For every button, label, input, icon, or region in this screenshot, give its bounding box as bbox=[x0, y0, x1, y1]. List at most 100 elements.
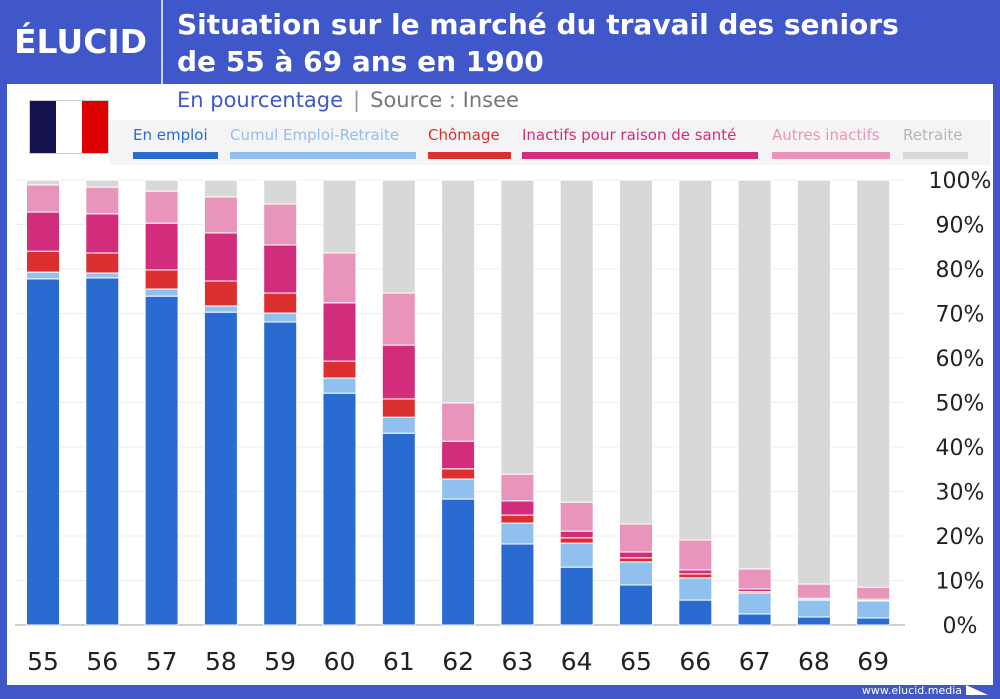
bar-segment bbox=[263, 244, 298, 294]
bar-segment bbox=[26, 179, 60, 186]
bar-segment bbox=[619, 561, 653, 586]
bar-segment bbox=[381, 292, 416, 346]
bar-segment bbox=[144, 269, 179, 290]
bar-segment bbox=[263, 321, 298, 626]
bar-segment bbox=[85, 272, 120, 279]
title-line-1: Situation sur le marché du travail des s… bbox=[177, 8, 899, 41]
bar-segment bbox=[856, 179, 891, 588]
bar-segment bbox=[441, 468, 476, 480]
bar-segment bbox=[322, 302, 357, 362]
bar-segment bbox=[322, 392, 357, 626]
bar-segment bbox=[203, 280, 238, 307]
subtitle-unit: En pourcentage bbox=[177, 88, 344, 112]
legend-label: Chômage bbox=[428, 126, 500, 144]
bar-segment bbox=[441, 478, 476, 500]
x-tick-label: 63 bbox=[501, 647, 533, 676]
bar-segment bbox=[203, 232, 238, 282]
bar-segment bbox=[559, 501, 594, 532]
legend-label: En emploi bbox=[133, 126, 208, 144]
bar-segment bbox=[678, 179, 713, 541]
bar-segment bbox=[737, 613, 772, 626]
bar-segment bbox=[500, 500, 535, 516]
bar-segment bbox=[559, 530, 594, 539]
bar-segment bbox=[678, 577, 713, 601]
bar-segment bbox=[203, 196, 238, 234]
bar-segment bbox=[203, 311, 238, 626]
bar-segment bbox=[85, 179, 120, 188]
bar-segment bbox=[619, 557, 653, 563]
x-tick-label: 57 bbox=[146, 647, 178, 676]
bar-segment bbox=[381, 416, 416, 434]
x-tick-label: 66 bbox=[679, 647, 711, 676]
bar-segment bbox=[26, 184, 60, 213]
footer-url: www.elucid.media bbox=[861, 684, 962, 697]
bar-segment bbox=[856, 586, 891, 600]
legend-item: Autres inactifs bbox=[772, 126, 890, 159]
legend: En emploi Cumul Emploi-Retraite Chômage Ina… bbox=[110, 120, 990, 165]
header-divider bbox=[161, 0, 163, 84]
bar-segment bbox=[796, 583, 831, 599]
legend-item: Chômage bbox=[428, 126, 511, 159]
y-tick-label: 80% bbox=[936, 258, 985, 283]
bar-segment bbox=[322, 377, 357, 394]
bar-segment bbox=[85, 186, 120, 215]
x-tick-label: 58 bbox=[205, 647, 237, 676]
x-tick-label: 56 bbox=[86, 647, 118, 676]
bar-segment bbox=[381, 432, 416, 626]
x-tick-label: 67 bbox=[739, 647, 771, 676]
x-tick-label: 68 bbox=[798, 647, 830, 676]
legend-swatch bbox=[230, 152, 416, 159]
bar-segment bbox=[559, 179, 594, 503]
y-tick-label: 30% bbox=[936, 481, 985, 506]
bar-segment bbox=[678, 599, 713, 626]
x-tick-label: 60 bbox=[324, 647, 356, 676]
bar-segment bbox=[559, 566, 594, 626]
bar-segment bbox=[678, 539, 713, 571]
x-tick-label: 64 bbox=[561, 647, 593, 676]
x-tick-label: 59 bbox=[264, 647, 296, 676]
legend-swatch bbox=[133, 152, 218, 159]
bar-segment bbox=[796, 599, 831, 618]
bar-segment bbox=[441, 498, 476, 626]
france-flag-icon bbox=[29, 100, 109, 154]
legend-label: Autres inactifs bbox=[772, 126, 880, 144]
bar-segment bbox=[26, 271, 60, 280]
bar-segment bbox=[796, 179, 831, 585]
bar-segment bbox=[85, 277, 120, 626]
bar-segment bbox=[619, 551, 653, 559]
bar-segment bbox=[26, 250, 60, 273]
elucid-flag-icon bbox=[966, 685, 988, 695]
bar-segment bbox=[381, 398, 416, 418]
bar-segment bbox=[144, 190, 179, 224]
bar-segment bbox=[500, 514, 535, 524]
x-tick-label: 69 bbox=[857, 647, 889, 676]
legend-swatch bbox=[903, 152, 968, 159]
legend-label: Inactifs pour raison de santé bbox=[522, 126, 737, 144]
bar-segment bbox=[26, 211, 60, 252]
y-tick-label: 50% bbox=[936, 392, 985, 417]
bar-segment bbox=[619, 523, 653, 553]
bar-segment bbox=[441, 440, 476, 470]
bar-segment bbox=[26, 278, 60, 626]
elucid-logo: ÉLUCID bbox=[14, 22, 148, 61]
legend-swatch bbox=[772, 152, 890, 159]
bar-segment bbox=[856, 617, 891, 626]
bar-segment bbox=[737, 592, 772, 615]
bar-segment bbox=[322, 252, 357, 304]
x-tick-label: 65 bbox=[620, 647, 652, 676]
y-tick-label: 0% bbox=[943, 614, 978, 639]
source: Source : Insee bbox=[370, 88, 519, 112]
legend-item: Inactifs pour raison de santé bbox=[522, 126, 758, 159]
y-tick-label: 60% bbox=[936, 347, 985, 372]
bar-segment bbox=[263, 179, 298, 205]
y-tick-label: 40% bbox=[936, 436, 985, 461]
bar-segment bbox=[441, 402, 476, 442]
y-tick-label: 100% bbox=[929, 169, 992, 194]
x-tick-label: 62 bbox=[442, 647, 474, 676]
bar-segment bbox=[322, 360, 357, 379]
y-tick-label: 70% bbox=[936, 303, 985, 328]
y-tick-label: 90% bbox=[936, 214, 985, 239]
bar-segment bbox=[678, 569, 713, 575]
x-tick-label: 61 bbox=[383, 647, 415, 676]
bar-segment bbox=[203, 179, 238, 198]
